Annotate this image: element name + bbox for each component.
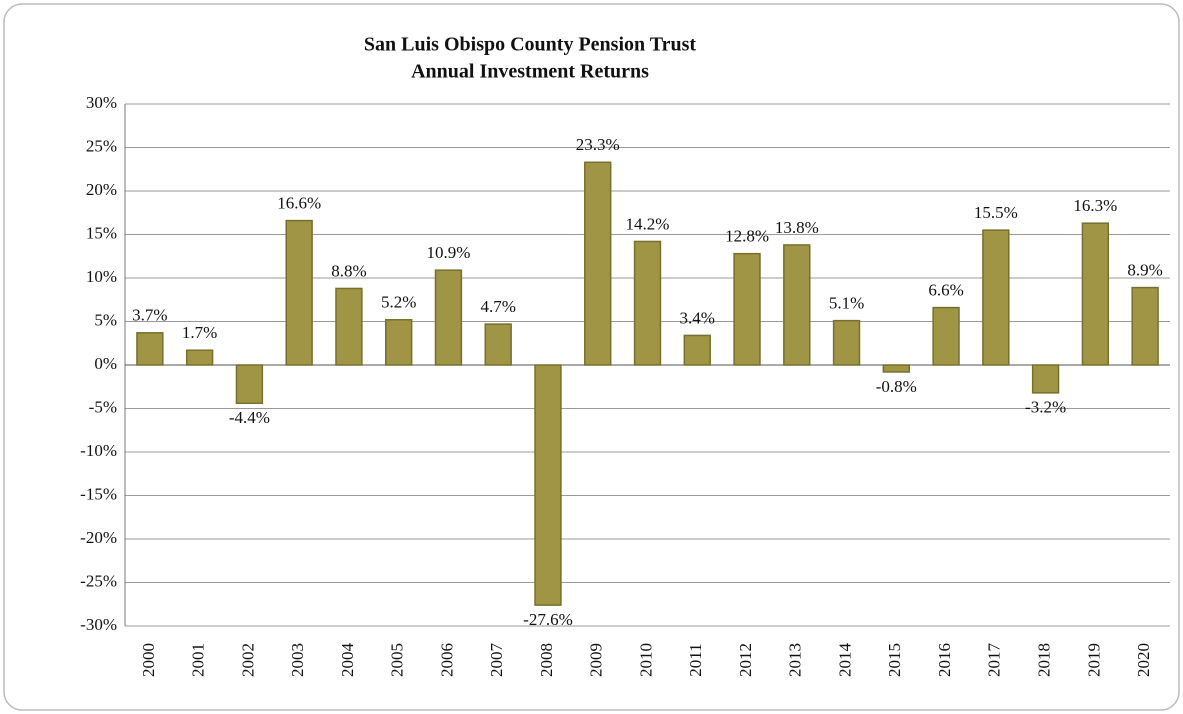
- y-tick-label: 25%: [86, 136, 117, 155]
- bar: [1081, 222, 1110, 366]
- x-tick-label: 2001: [189, 643, 208, 677]
- y-tick-label: -30%: [80, 615, 117, 634]
- chart-subtitle: Annual Investment Returns: [411, 61, 649, 83]
- x-tick-label: 2017: [985, 642, 1004, 677]
- x-tick-label: 2013: [786, 643, 805, 677]
- data-label: 6.6%: [928, 280, 963, 299]
- bar: [534, 364, 562, 606]
- data-label: 8.9%: [1127, 260, 1162, 279]
- y-tick-label: -25%: [80, 571, 117, 590]
- bar: [235, 364, 264, 405]
- x-tick-label: 2007: [487, 643, 506, 678]
- bar: [584, 161, 612, 366]
- x-tick-label: 2010: [636, 643, 655, 677]
- data-label: 5.2%: [381, 293, 416, 312]
- bar: [683, 334, 711, 366]
- bar: [385, 319, 413, 366]
- x-tick-label: 2011: [686, 643, 705, 676]
- data-label: 1.7%: [182, 323, 217, 342]
- data-label: -4.4%: [229, 408, 270, 427]
- bar: [932, 306, 960, 366]
- x-tick-label: 2016: [935, 643, 954, 677]
- data-label: 23.3%: [576, 135, 620, 154]
- x-tick-label: 2019: [1084, 643, 1103, 677]
- bar: [882, 364, 910, 373]
- bar: [633, 240, 662, 366]
- data-label: 3.7%: [132, 306, 167, 325]
- data-label: 12.8%: [725, 227, 769, 246]
- data-label: 14.2%: [626, 214, 670, 233]
- bar: [285, 219, 313, 366]
- x-tick-label: 2002: [238, 643, 257, 677]
- data-label: 13.8%: [775, 218, 819, 237]
- y-tick-label: 20%: [86, 180, 117, 199]
- x-tick-label: 2005: [388, 643, 407, 677]
- bar: [185, 349, 214, 366]
- bar: [982, 229, 1010, 366]
- y-tick-label: -20%: [80, 528, 117, 547]
- data-label: 16.3%: [1073, 196, 1117, 215]
- bar: [335, 287, 363, 366]
- bar: [136, 332, 164, 366]
- x-tick-label: 2009: [587, 643, 606, 677]
- x-tick-label: 2008: [537, 643, 556, 677]
- data-label: -0.8%: [876, 377, 917, 396]
- bar: [783, 244, 811, 366]
- chart-title: San Luis Obispo County Pension Trust: [364, 34, 696, 56]
- y-tick-label: -5%: [89, 397, 117, 416]
- data-label: 8.8%: [331, 261, 366, 280]
- data-label: 3.4%: [680, 308, 715, 327]
- x-tick-label: 2020: [1134, 643, 1153, 677]
- y-tick-label: -15%: [80, 484, 117, 503]
- y-tick-label: 15%: [86, 223, 117, 242]
- x-tick-label: 2004: [338, 643, 357, 678]
- bar: [733, 252, 761, 366]
- bar: [434, 269, 463, 366]
- data-label: 15.5%: [974, 203, 1018, 222]
- data-label: -3.2%: [1025, 398, 1066, 417]
- y-tick-label: 10%: [86, 267, 117, 286]
- x-tick-label: 2012: [736, 643, 755, 677]
- x-tick-label: 2014: [835, 643, 854, 678]
- y-tick-label: 5%: [94, 310, 117, 329]
- x-tick-label: 2000: [139, 643, 158, 677]
- data-label: 5.1%: [829, 294, 864, 313]
- y-tick-label: -10%: [80, 441, 117, 460]
- data-label: -27.6%: [523, 610, 573, 629]
- bar: [1031, 364, 1060, 394]
- y-tick-label: 0%: [94, 354, 117, 373]
- y-tick-label: 30%: [86, 93, 117, 112]
- bar: [1131, 286, 1159, 366]
- x-tick-label: 2018: [1035, 643, 1054, 677]
- x-tick-label: 2006: [437, 643, 456, 677]
- data-label: 10.9%: [426, 243, 470, 262]
- data-label: 4.7%: [481, 297, 516, 316]
- x-tick-label: 2015: [885, 643, 904, 677]
- bar: [484, 323, 512, 366]
- data-label: 16.6%: [277, 193, 321, 212]
- x-tick-label: 2003: [288, 643, 307, 677]
- bar: [832, 319, 861, 366]
